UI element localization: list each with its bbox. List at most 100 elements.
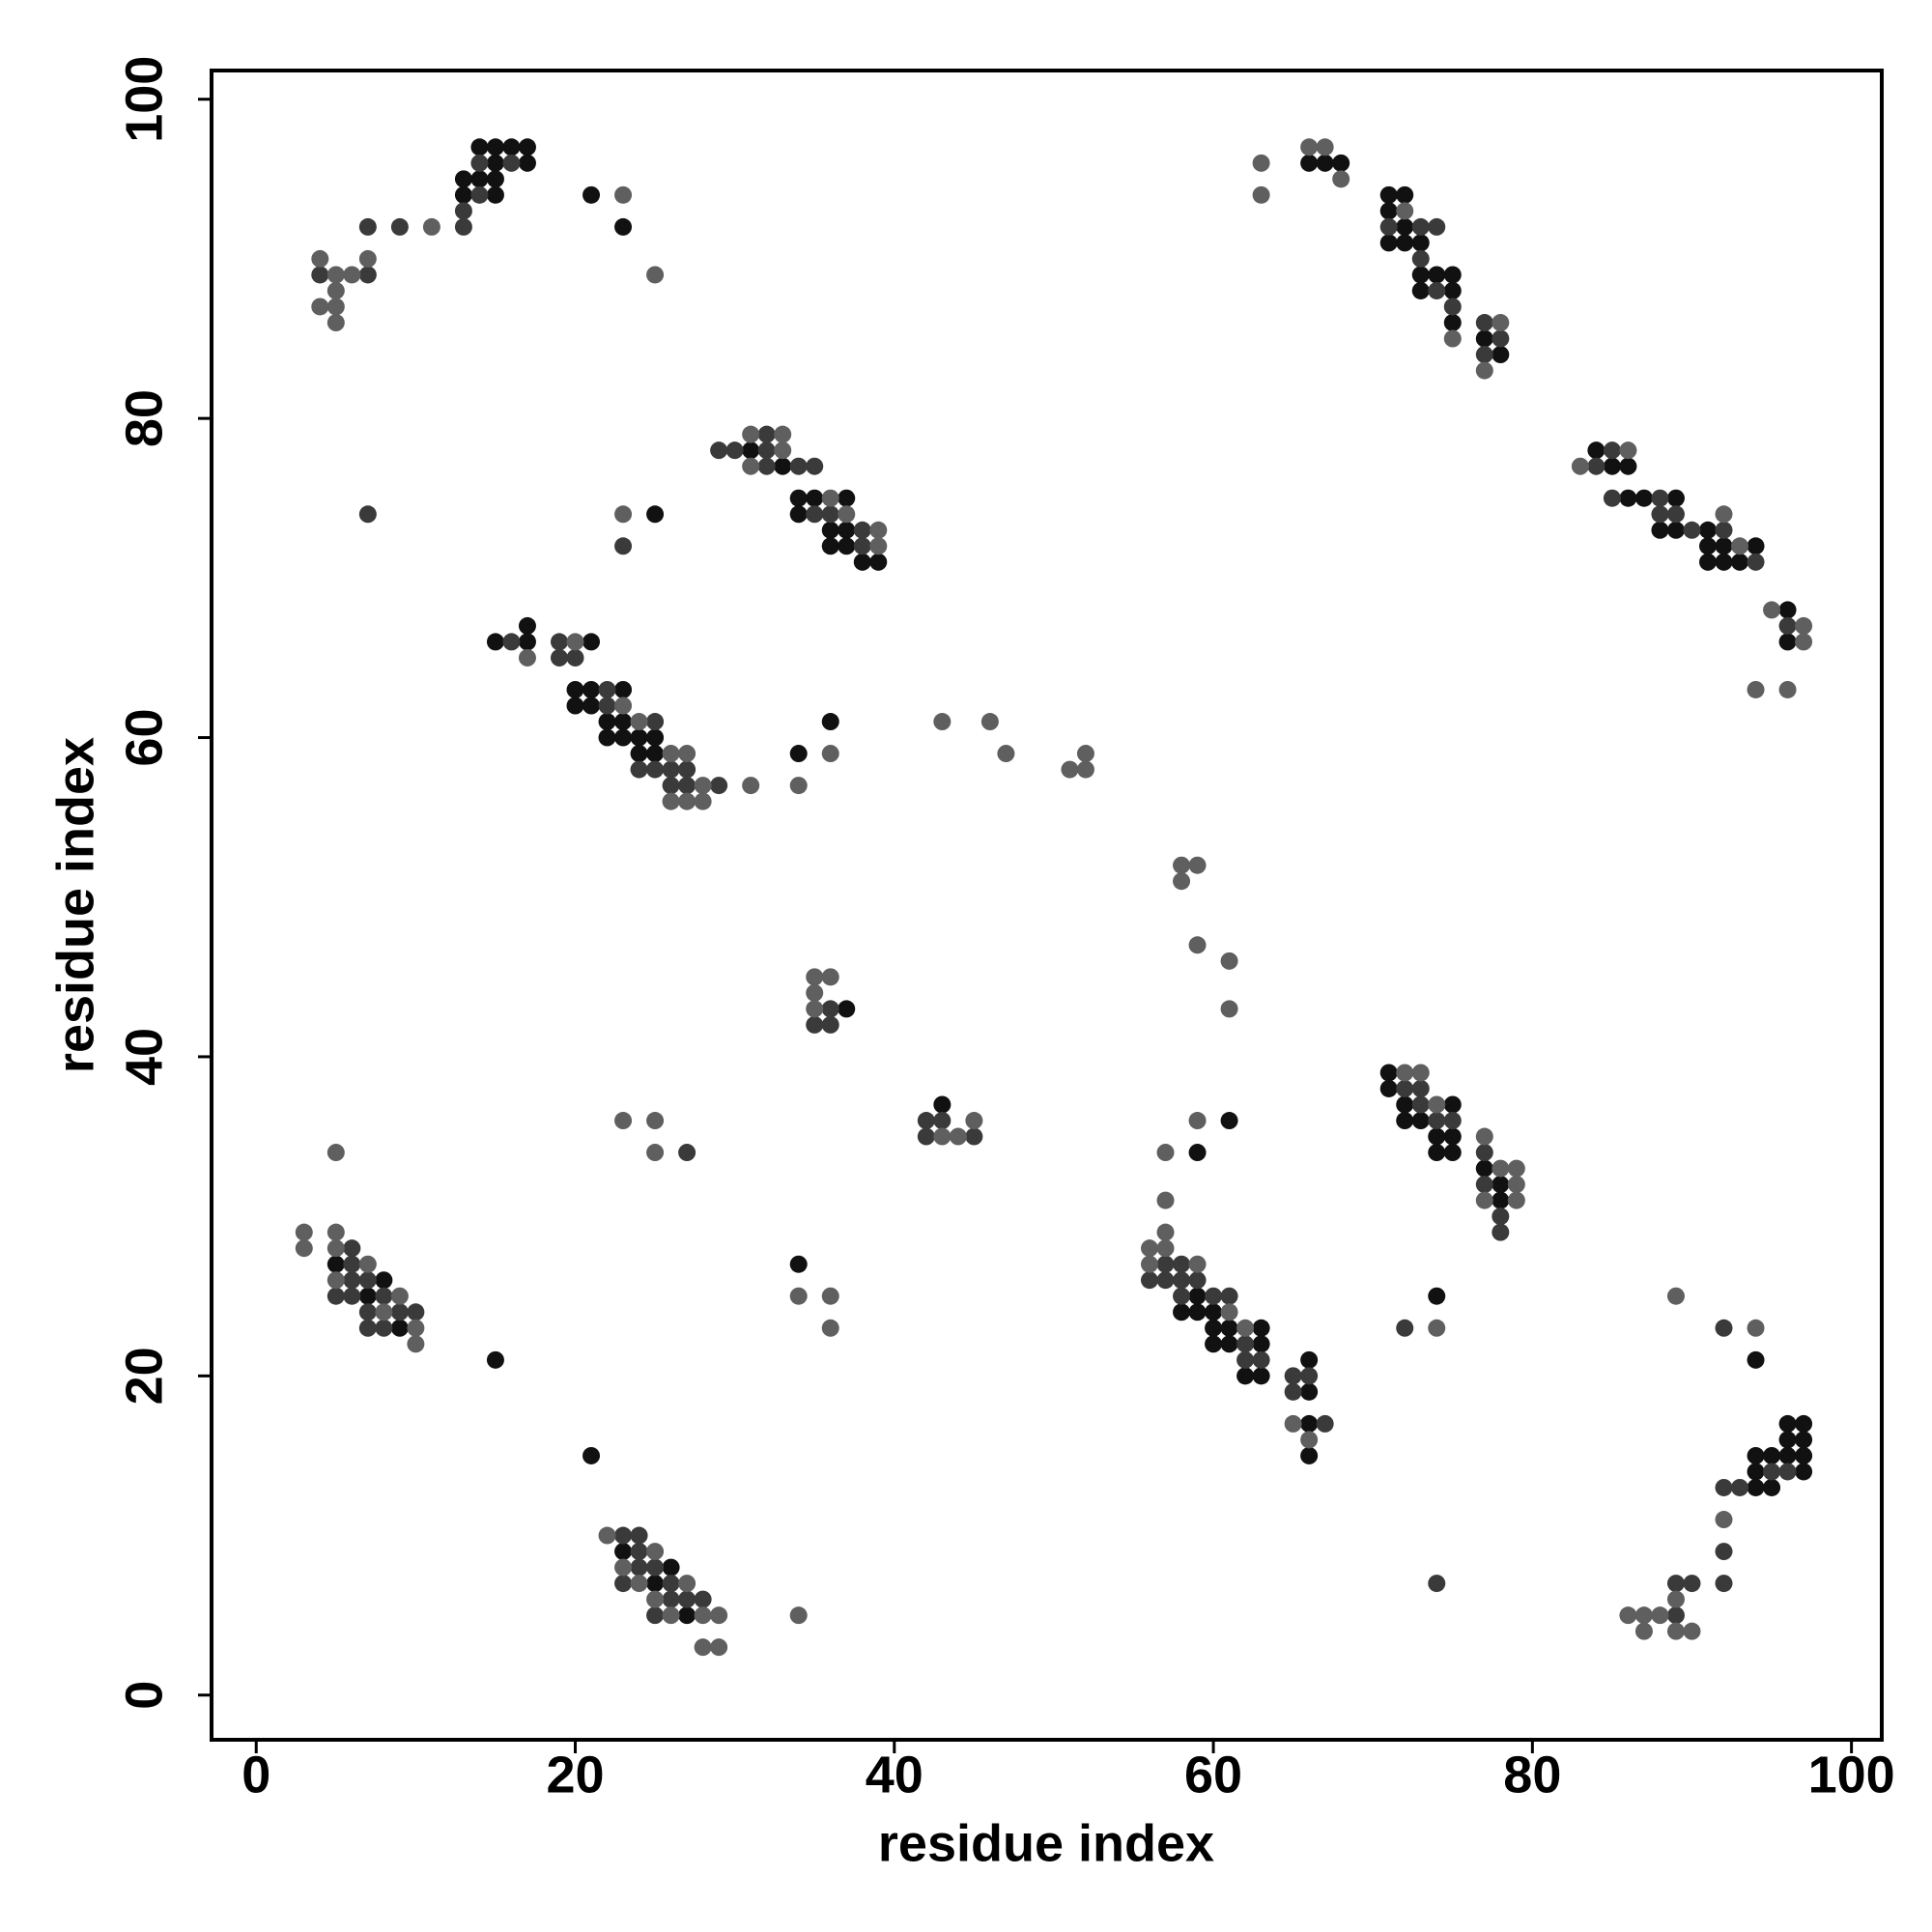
point — [390, 1303, 409, 1321]
point — [646, 1112, 665, 1130]
point — [1300, 1431, 1319, 1449]
point — [582, 680, 601, 698]
point — [614, 1558, 633, 1577]
point — [1300, 1382, 1319, 1401]
point — [1698, 553, 1717, 571]
point — [1300, 1446, 1319, 1464]
point — [678, 777, 696, 795]
point — [694, 1606, 712, 1625]
point — [646, 505, 665, 524]
point — [1715, 1511, 1733, 1529]
point — [1141, 1271, 1159, 1290]
point — [1492, 314, 1510, 332]
point — [358, 1287, 377, 1305]
point — [1236, 1319, 1255, 1337]
point — [1507, 1191, 1525, 1209]
point — [869, 553, 888, 571]
point — [343, 266, 361, 284]
point — [1379, 217, 1398, 236]
point — [518, 616, 536, 635]
point — [1156, 1255, 1175, 1273]
point — [965, 1112, 983, 1130]
point — [1715, 553, 1733, 571]
point — [390, 1287, 409, 1305]
point — [327, 1287, 345, 1305]
point — [358, 1303, 377, 1321]
point — [1396, 202, 1414, 220]
point — [327, 1271, 345, 1290]
point — [710, 777, 728, 795]
point — [1443, 1095, 1462, 1114]
point — [327, 314, 345, 332]
point — [1300, 138, 1319, 156]
point — [518, 648, 536, 667]
point — [1284, 1367, 1302, 1385]
point — [582, 185, 601, 204]
point — [1252, 1319, 1270, 1337]
point — [551, 648, 569, 667]
point — [407, 1335, 425, 1353]
point — [390, 217, 409, 236]
point — [1428, 1575, 1446, 1593]
point — [614, 185, 633, 204]
point — [806, 505, 824, 524]
point — [1173, 872, 1191, 891]
point — [1475, 329, 1493, 348]
point — [774, 457, 792, 475]
point — [757, 457, 776, 475]
point — [1731, 553, 1749, 571]
point — [1332, 154, 1350, 172]
point — [678, 1144, 696, 1162]
point — [838, 1000, 856, 1018]
point — [662, 1590, 680, 1608]
point — [1428, 1144, 1446, 1162]
point — [1188, 856, 1207, 874]
point — [1411, 1064, 1430, 1082]
point — [694, 777, 712, 795]
point — [470, 138, 489, 156]
point — [821, 537, 839, 555]
point — [1619, 489, 1637, 507]
point — [1220, 1287, 1238, 1305]
point — [1747, 1478, 1765, 1496]
point — [678, 1575, 696, 1593]
point-series — [311, 154, 1797, 1625]
point — [678, 792, 696, 810]
point — [1428, 1095, 1446, 1114]
point — [295, 1239, 313, 1258]
point — [1795, 633, 1813, 651]
point — [1715, 1319, 1733, 1337]
point — [1428, 1112, 1446, 1130]
point — [327, 1255, 345, 1273]
point — [1141, 1239, 1159, 1258]
point — [486, 170, 504, 188]
point — [1747, 1446, 1765, 1464]
point — [853, 553, 871, 571]
point — [1763, 601, 1781, 619]
point — [678, 760, 696, 779]
point — [1747, 1350, 1765, 1369]
x-tick-label: 100 — [1808, 1746, 1895, 1804]
point — [1396, 1064, 1414, 1082]
point — [1156, 1223, 1175, 1241]
point — [917, 1127, 935, 1146]
point — [1747, 537, 1765, 555]
point — [646, 1543, 665, 1561]
point — [1795, 616, 1813, 635]
point — [662, 1558, 680, 1577]
point — [551, 633, 569, 651]
point — [1492, 1176, 1510, 1194]
point — [1715, 537, 1733, 555]
point — [933, 713, 952, 731]
point — [598, 696, 616, 715]
point — [774, 441, 792, 460]
point — [933, 1127, 952, 1146]
point — [646, 266, 665, 284]
point — [630, 728, 648, 747]
y-tick-label: 80 — [115, 389, 173, 447]
point — [1778, 633, 1797, 651]
point — [1205, 1287, 1223, 1305]
point — [1715, 521, 1733, 539]
point — [742, 457, 760, 475]
point — [710, 1606, 728, 1625]
